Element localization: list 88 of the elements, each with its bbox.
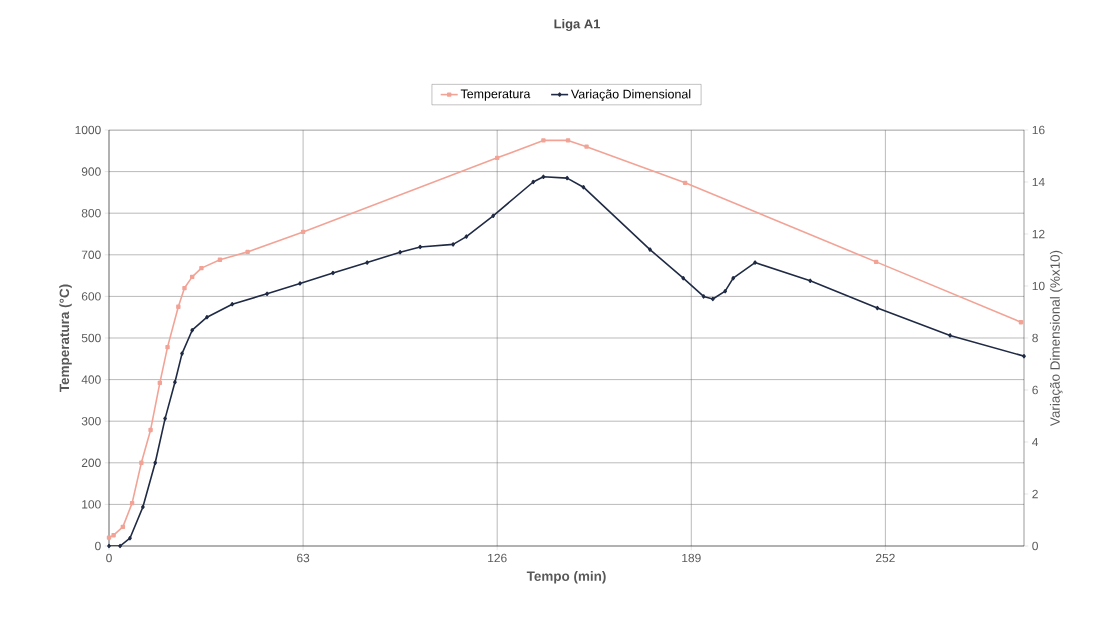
point [808,278,813,283]
point [565,138,571,143]
point [199,265,204,271]
x-axis-title: Tempo (min) [526,571,606,584]
point [148,427,153,433]
point [491,213,496,218]
y2-tick-label: 0 [1032,541,1038,551]
y-tick-label: 400 [81,375,101,384]
point [1022,354,1026,359]
y-tick-label: 600 [81,292,101,301]
point [128,536,132,541]
y2-tick-label: 14 [1032,177,1045,187]
point [111,532,116,538]
point [180,351,184,356]
y-tick-label: 1000 [75,125,101,135]
point [190,328,195,333]
point [541,174,546,179]
point [731,276,736,281]
point [753,260,757,265]
y2-tick-label: 8 [1032,333,1038,343]
y-tick-label: 900 [81,167,101,176]
point [723,289,728,294]
point [118,543,122,549]
point [681,276,686,281]
point [107,543,111,549]
point [565,175,569,181]
point [648,247,652,252]
y2-axis-title: Variação Dimensional (%x10) [1049,250,1063,427]
legend-label: Variação Dimensional [570,89,691,101]
point [265,291,269,296]
point [230,302,235,307]
point [451,242,455,247]
point [157,380,163,386]
point [331,270,335,276]
point [139,460,144,465]
point [464,234,469,239]
y-tick-label: 200 [81,458,101,468]
y2-tick-label: 12 [1032,229,1045,239]
y-axis-title: Temperatura (°C) [59,284,72,392]
y-tick-label: 0 [95,541,101,551]
point [205,315,209,320]
y2-tick-label: 2 [1032,489,1038,499]
point [165,344,170,350]
point [541,138,546,143]
point [1018,319,1024,325]
point [682,180,688,186]
point [182,285,187,291]
point [584,144,589,149]
point [581,185,586,190]
chart-title: Liga A1 [554,18,601,32]
point [120,524,126,530]
point [300,229,306,235]
point [189,274,195,280]
point [875,305,880,311]
point [701,294,706,299]
point [398,250,402,255]
x-tick-label: 126 [488,553,507,563]
point [531,179,536,185]
y2-tick-label: 16 [1032,125,1045,135]
point [365,260,370,265]
y-tick-label: 700 [81,250,101,260]
x-tick-label: 189 [682,553,701,563]
point [163,416,167,421]
point [129,500,135,506]
y2-tick-label: 6 [1032,385,1038,395]
y2-tick-label: 10 [1032,281,1045,291]
point [873,259,879,265]
point [948,333,952,338]
point [173,380,177,385]
y-tick-label: 800 [81,208,101,218]
y-tick-label: 500 [81,333,101,343]
y-tick-label: 100 [82,500,101,509]
point [106,535,112,540]
x-tick-label: 0 [106,553,112,563]
point [418,244,423,250]
x-tick-label: 63 [297,553,310,563]
y2-tick-label: 4 [1032,437,1039,447]
x-tick-label: 252 [875,553,895,563]
point [153,460,158,465]
point [494,155,500,161]
legend-label: Temperatura [460,89,531,101]
point [298,281,302,286]
y-tick-label: 300 [81,416,101,426]
point [141,504,145,510]
point [176,304,181,309]
point [217,257,223,262]
point [711,296,715,302]
point [245,249,250,255]
